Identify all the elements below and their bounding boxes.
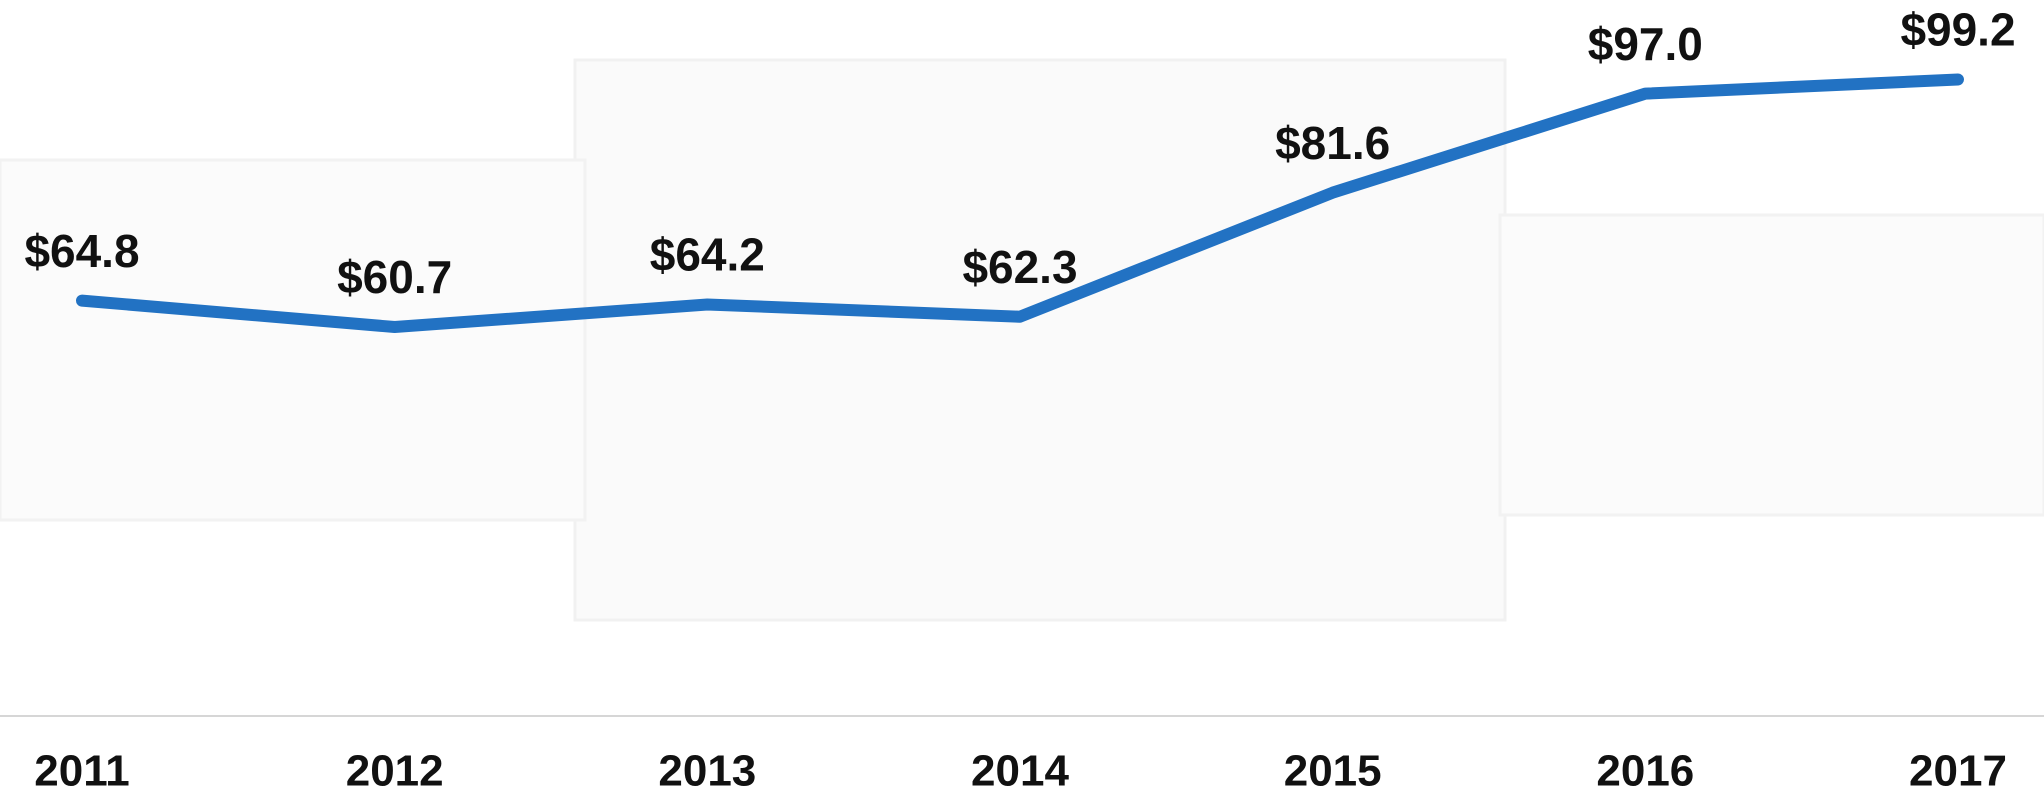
value-label: $64.2 [650, 229, 765, 281]
x-tick-label: 2017 [1909, 747, 2007, 796]
value-label: $97.0 [1588, 18, 1703, 70]
x-tick-label: 2013 [658, 747, 756, 796]
x-tick-label: 2014 [971, 747, 1069, 796]
background [0, 60, 2044, 620]
x-tick-label: 2016 [1596, 747, 1694, 796]
x-tick-label: 2015 [1284, 747, 1382, 796]
value-label: $60.7 [337, 251, 452, 303]
value-label: $62.3 [962, 241, 1077, 293]
chart: $64.8 $60.7 $64.2 $62.3 $81.6 $97.0 $99.2 2011 2… [0, 0, 2044, 798]
value-label: $64.8 [24, 225, 139, 277]
x-tick-label: 2012 [346, 747, 444, 796]
value-label: $99.2 [1900, 4, 2015, 56]
value-label: $81.6 [1275, 117, 1390, 169]
page: {"chart_data": {"type": "line", "categor… [0, 0, 2044, 798]
x-tick-label: 2011 [34, 747, 129, 796]
